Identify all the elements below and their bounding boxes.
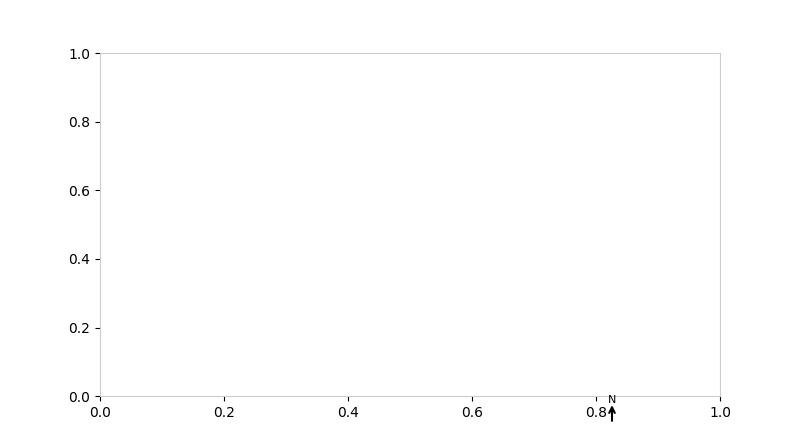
Text: N: N	[608, 395, 616, 405]
